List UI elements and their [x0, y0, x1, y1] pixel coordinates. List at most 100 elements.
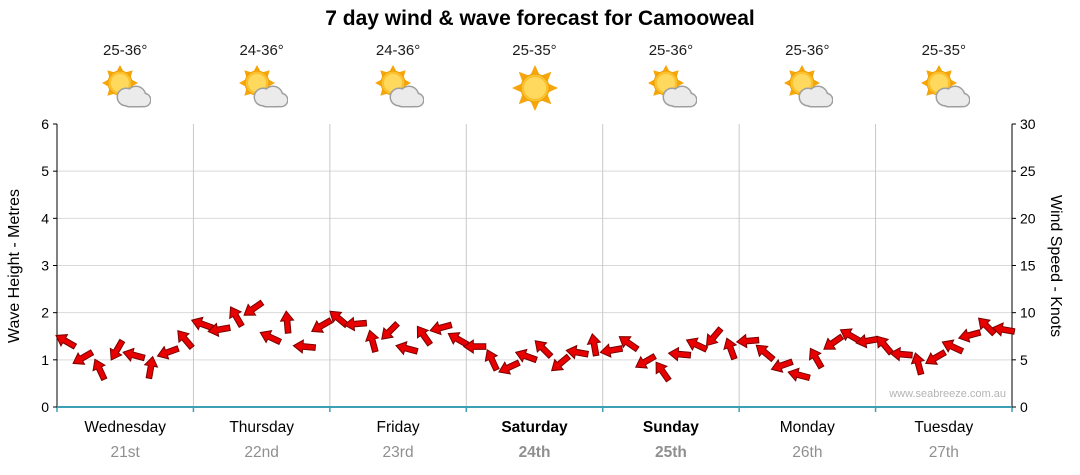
wind-arrow [550, 353, 572, 372]
right-tick-label: 20 [1020, 210, 1036, 226]
wind-arrow [618, 336, 640, 353]
day-date: 22nd [244, 444, 278, 461]
day-name: Tuesday [914, 419, 973, 436]
wind-arrow [365, 329, 380, 353]
partly-cloudy-icon [781, 64, 834, 112]
wind-arrow [889, 346, 913, 362]
wind-arrow [243, 299, 265, 316]
wind-arrow [207, 322, 231, 338]
temp-range: 25-36° [785, 42, 830, 59]
wind-arrows [55, 299, 1016, 383]
wind-arrow [143, 355, 159, 380]
left-tick-label: 6 [41, 116, 49, 132]
days-header: 25-36° 24-36° 24-36° 25-35° 25-36° 25-36° 25-3… [0, 0, 1080, 120]
temp-range: 25-35° [512, 42, 557, 59]
wind-arrow [770, 358, 794, 373]
partly-cloudy-icon [99, 64, 152, 112]
left-tick-label: 3 [41, 258, 49, 274]
day-date: 21st [111, 444, 141, 461]
sun-core [656, 74, 675, 92]
day-date: 25th [655, 444, 687, 461]
left-tick-label: 4 [41, 210, 49, 226]
day-date: 27th [929, 444, 959, 461]
cloud [254, 87, 287, 106]
sun-core [523, 77, 546, 99]
day-name: Saturday [501, 419, 568, 436]
partly-cloudy-icon [372, 64, 425, 112]
wind-arrow [910, 352, 926, 376]
wind-arrow [655, 361, 672, 383]
sun-core [384, 74, 403, 92]
left-tick-label: 5 [41, 163, 49, 179]
wind-arrow [787, 367, 811, 382]
right-tick-label: 30 [1020, 116, 1036, 132]
wind-arrow [667, 346, 692, 362]
wind-arrow [190, 316, 214, 332]
wind-arrow [395, 341, 419, 356]
wind-arrow [462, 339, 487, 355]
cloud [800, 87, 833, 106]
wind-arrow [292, 339, 317, 354]
sunny-icon [509, 64, 561, 112]
wind-arrow [855, 333, 879, 349]
wind-arrow [991, 322, 1016, 337]
day-date: 26th [792, 444, 822, 461]
wind-arrow [177, 329, 195, 351]
right-tick-label: 5 [1020, 352, 1028, 368]
wind-arrow [109, 338, 126, 361]
partly-cloudy-icon [236, 64, 289, 112]
wind-arrow [55, 334, 78, 350]
cloud [391, 87, 424, 106]
page-title: 7 day wind & wave forecast for Camooweal [325, 7, 755, 30]
wind-arrow [484, 349, 500, 372]
temp-range: 24-36° [239, 42, 284, 59]
right-tick-label: 15 [1020, 258, 1036, 274]
wind-arrow [823, 333, 845, 350]
wind-arrow [735, 333, 760, 349]
wind-arrow [156, 345, 180, 360]
right-tick-label: 10 [1020, 305, 1036, 321]
wind-arrow [343, 316, 368, 332]
watermark: www.seabreeze.com.au [888, 388, 1006, 400]
right-tick-label: 25 [1020, 163, 1036, 179]
wind-arrow [498, 359, 521, 375]
wind-arrow [416, 325, 433, 347]
partly-cloudy-icon [645, 64, 698, 112]
wind-arrow [705, 326, 724, 347]
wind-arrow [311, 317, 333, 333]
sun-core [793, 74, 812, 92]
day-name: Monday [780, 419, 835, 436]
wind-arrow [122, 347, 146, 363]
sun-core [929, 74, 948, 92]
cloud [663, 87, 696, 106]
wind-arrow [565, 344, 589, 360]
temp-range: 25-36° [648, 42, 694, 59]
wind-arrow [534, 340, 554, 359]
day-date: 24th [519, 444, 551, 461]
wind-arrow [329, 310, 350, 329]
wave-height-axis-label: Wave Height - Metres [6, 188, 23, 344]
wind-arrow [599, 343, 624, 358]
wind-arrow [635, 353, 657, 369]
right-tick-label: 0 [1020, 399, 1028, 415]
wind-arrow [957, 328, 982, 343]
wind-arrow [941, 339, 965, 355]
wind-arrow [279, 310, 295, 334]
wind-arrow [72, 349, 95, 365]
temp-range: 25-35° [921, 42, 966, 59]
wind-arrow [839, 328, 862, 344]
wind-arrow [259, 330, 283, 346]
wind-arrow [447, 332, 470, 348]
wind-arrow [514, 348, 538, 364]
cloud [118, 87, 151, 106]
left-tick-label: 0 [41, 399, 49, 415]
wind-arrow [429, 320, 453, 336]
sun-core [247, 74, 266, 92]
wind-arrow [808, 347, 825, 370]
partly-cloudy-icon [918, 64, 971, 112]
day-name: Friday [377, 419, 420, 436]
wind-arrow [723, 337, 738, 361]
wind-arrow [876, 335, 895, 356]
